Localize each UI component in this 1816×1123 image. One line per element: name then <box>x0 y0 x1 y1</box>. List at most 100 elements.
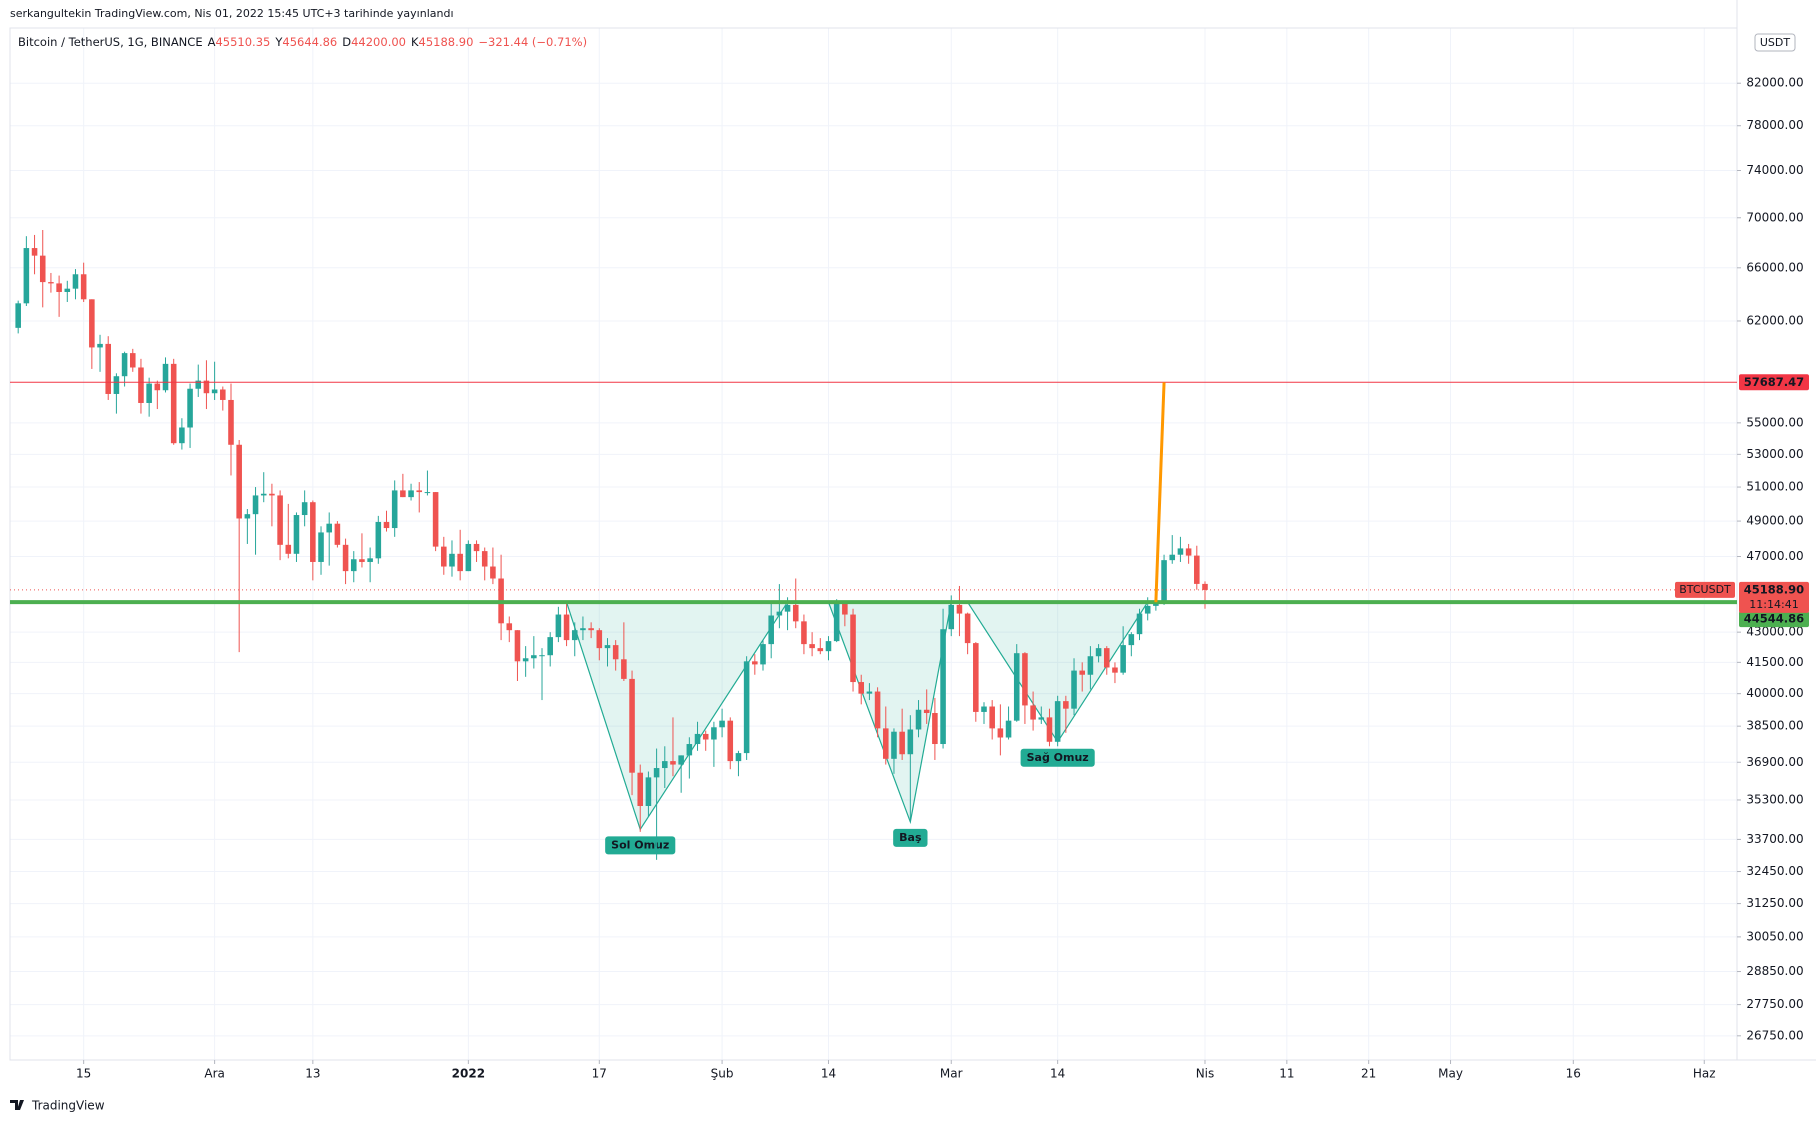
ohlc-key: K <box>411 35 419 49</box>
candle-body <box>342 544 349 572</box>
candle-body <box>89 299 95 348</box>
last-price-badge <box>1739 581 1809 613</box>
candle-body <box>64 288 71 292</box>
pattern-area <box>827 601 952 825</box>
candle-body <box>874 691 881 729</box>
y-tick-label: 47000.00 <box>1746 549 1803 563</box>
candle-body <box>1169 554 1176 561</box>
candle-body <box>743 661 750 754</box>
candle-body <box>1136 613 1143 635</box>
candle-body <box>383 521 390 529</box>
candle-body <box>997 728 1004 738</box>
candle-body <box>662 761 668 769</box>
candle-body <box>408 490 414 498</box>
pattern-label: Sağ Omuz <box>1027 751 1089 764</box>
candle-body <box>809 644 815 649</box>
candle-body <box>350 559 357 572</box>
pattern-label-bg <box>1020 748 1095 767</box>
symbol-legend: Bitcoin / TetherUS, 1G, BINANCE A45510.35… <box>18 35 587 49</box>
candle-body <box>1144 605 1151 614</box>
candle-body <box>1153 602 1159 606</box>
candle-body <box>203 380 210 394</box>
y-tick-label: 36900.00 <box>1746 755 1803 769</box>
plot: Sol Omuz Baş Sağ Omuz <box>10 229 1737 860</box>
price-line-label: 57687.47 <box>1744 375 1804 389</box>
x-tick-label: Şub <box>711 1067 734 1081</box>
candle-body <box>506 623 513 631</box>
candle-body <box>80 274 87 300</box>
x-tick-label: 14 <box>821 1067 836 1081</box>
candle-body <box>1063 701 1069 709</box>
candle-body <box>850 614 856 683</box>
candle-body <box>580 628 586 631</box>
candle-body <box>72 274 79 289</box>
x-tick-label: Nis <box>1196 1067 1215 1081</box>
y-tick-label: 31250.00 <box>1746 896 1803 910</box>
y-tick-label: 35300.00 <box>1746 792 1803 806</box>
candle-body <box>416 490 423 493</box>
ohlc-change: −321.44 (−0.71%) <box>478 35 587 49</box>
symbol-name: Bitcoin / TetherUS, 1G, BINANCE <box>18 35 203 49</box>
candle-body <box>1038 717 1045 720</box>
candle-body <box>334 523 341 545</box>
y-tick-label: 43000.00 <box>1746 625 1803 639</box>
price-line-badge <box>1739 374 1809 391</box>
candle-body <box>105 343 112 394</box>
candle-body <box>776 611 783 616</box>
y-tick-label: 26750.00 <box>1746 1028 1803 1042</box>
last-price-label: 45188.90 <box>1744 582 1804 596</box>
y-tick-label: 28850.00 <box>1746 964 1803 978</box>
y-tick-label: 41500.00 <box>1746 655 1803 669</box>
candle-body <box>162 363 169 391</box>
x-tick-label: 14 <box>1050 1067 1065 1081</box>
candle-body <box>1071 670 1077 709</box>
candle-body <box>612 645 619 660</box>
y-tick-label: 32450.00 <box>1746 864 1803 878</box>
candle-body <box>752 661 758 665</box>
candle-body <box>932 713 938 745</box>
candle-body <box>277 495 283 545</box>
candle-body <box>588 628 594 631</box>
candle-body <box>121 353 128 377</box>
candle-body <box>391 490 398 529</box>
ohlc-key: A <box>208 35 216 49</box>
x-tick-label: Haz <box>1693 1067 1716 1081</box>
candle-body <box>432 492 439 547</box>
candle-body <box>653 768 660 778</box>
candle-body <box>1054 701 1061 742</box>
candle-body <box>228 399 234 445</box>
x-tick-label: 16 <box>1566 1067 1581 1081</box>
ohlc-value: 45188.90 <box>419 35 474 49</box>
candle-body <box>678 755 684 765</box>
candle-body <box>1046 717 1053 742</box>
candle-body <box>465 543 472 572</box>
candle-body <box>1112 667 1118 673</box>
candle-body <box>817 648 824 652</box>
candle-body <box>31 248 38 256</box>
x-tick-label: 13 <box>305 1067 320 1081</box>
symbol-badge <box>1675 581 1735 598</box>
candle-body <box>792 604 799 622</box>
candle-body <box>882 728 889 759</box>
candle-body <box>539 655 545 657</box>
candle-body <box>727 720 734 762</box>
candle-body <box>555 614 562 638</box>
candle-body <box>531 655 537 659</box>
candle-body <box>948 604 955 630</box>
candle-body <box>596 630 603 649</box>
candle-body <box>899 731 905 755</box>
candle-body <box>146 383 152 403</box>
candle-body <box>244 514 251 519</box>
candle-body <box>858 682 865 694</box>
candle-body <box>326 523 332 533</box>
candle-body <box>719 720 725 728</box>
candle-body <box>457 553 463 572</box>
ohlc-value: 45644.86 <box>282 35 337 49</box>
candle-body <box>1005 720 1012 738</box>
candle-body <box>260 493 267 496</box>
candle-body <box>48 282 54 284</box>
candle-body <box>1079 670 1085 675</box>
candle-body <box>514 630 521 662</box>
candle-body <box>220 389 226 400</box>
candle-body <box>301 502 308 516</box>
